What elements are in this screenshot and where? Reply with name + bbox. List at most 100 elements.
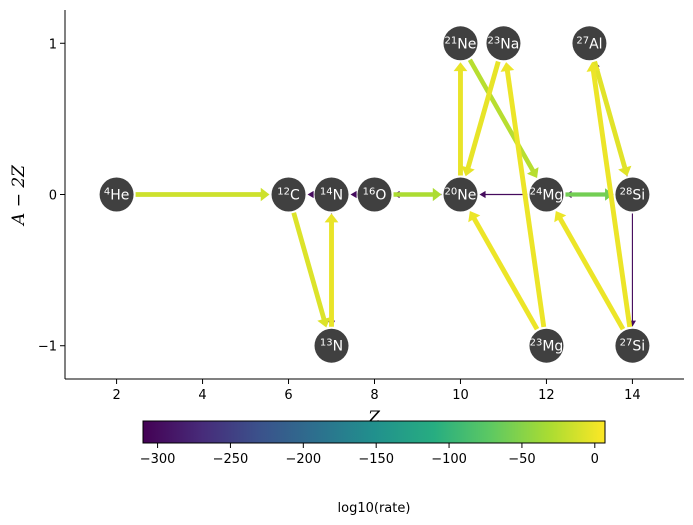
edge-arrowhead bbox=[432, 187, 442, 202]
edge-n14-c12 bbox=[307, 190, 314, 199]
colorbar-tick-label: −300 bbox=[140, 452, 176, 467]
node-symbol: Si bbox=[632, 339, 645, 355]
node-circle bbox=[486, 26, 521, 61]
edge-arrowhead bbox=[500, 62, 515, 72]
y-ticks: −1 0 1 bbox=[38, 37, 65, 355]
edge-line bbox=[557, 216, 626, 331]
edge-mg24-si28 bbox=[565, 188, 614, 201]
edge-arrowhead bbox=[468, 211, 481, 223]
node-label: 23Mg bbox=[530, 338, 564, 355]
edge-line bbox=[467, 58, 536, 174]
node-he4: 4He bbox=[99, 177, 134, 212]
node-si27: 27Si bbox=[615, 328, 650, 363]
node-mg23: 23Mg bbox=[529, 328, 564, 363]
edge-arrowhead bbox=[324, 213, 339, 223]
edge-na23-ne20 bbox=[461, 60, 501, 177]
colorbar-tick-label: −50 bbox=[508, 452, 535, 467]
node-symbol: Na bbox=[500, 36, 519, 52]
node-na23: 23Na bbox=[486, 26, 521, 61]
colorbar: −300 −250 −200 −150 −100 −50 0 log10(rate) bbox=[140, 420, 606, 516]
colorbar-tick-label: −250 bbox=[213, 452, 249, 467]
edges-layer bbox=[135, 58, 637, 331]
edge-c12-n13 bbox=[291, 212, 331, 328]
edge-arrowhead bbox=[260, 187, 270, 202]
node-n13: 13N bbox=[314, 328, 349, 363]
colorbar-gradient bbox=[142, 420, 606, 444]
node-symbol: N bbox=[333, 339, 343, 355]
colorbar-label: log10(rate) bbox=[338, 501, 411, 516]
node-circle bbox=[572, 26, 607, 61]
edge-si27-mg24 bbox=[554, 211, 626, 331]
node-circle bbox=[443, 177, 478, 212]
node-circle bbox=[357, 177, 392, 212]
node-label: 14N bbox=[320, 187, 343, 204]
node-symbol: Ne bbox=[457, 188, 476, 204]
node-si28: 28Si bbox=[615, 177, 650, 212]
node-label: 27Si bbox=[620, 338, 646, 355]
node-symbol: N bbox=[333, 188, 343, 204]
y-axis-label: A − 2Z bbox=[9, 164, 29, 227]
node-circle bbox=[615, 177, 650, 212]
edge-arrowhead bbox=[479, 190, 486, 199]
node-mass: 23 bbox=[530, 338, 543, 349]
node-label: 21Ne bbox=[445, 35, 477, 52]
edge-si27-al27 bbox=[586, 62, 633, 328]
edge-ne21-mg24 bbox=[467, 58, 539, 178]
node-label: 4He bbox=[104, 187, 130, 204]
node-label: 13N bbox=[320, 338, 343, 355]
node-symbol: Ne bbox=[457, 36, 476, 52]
colorbar-ticks: −300 −250 −200 −150 −100 −50 0 bbox=[140, 443, 599, 467]
edge-arrowhead bbox=[526, 167, 539, 178]
edge-arrowhead bbox=[586, 62, 601, 72]
node-mass: 27 bbox=[576, 35, 589, 46]
colorbar-tick-label: 0 bbox=[591, 452, 599, 467]
node-symbol: He bbox=[110, 188, 129, 204]
edge-line bbox=[590, 68, 633, 328]
node-circle bbox=[443, 26, 478, 61]
node-label: 27Al bbox=[576, 35, 602, 52]
node-ne20: 20Ne bbox=[443, 177, 478, 212]
node-label: 16O bbox=[363, 187, 387, 204]
node-circle bbox=[529, 328, 564, 363]
edge-line bbox=[291, 212, 327, 322]
edge-arrowhead bbox=[618, 165, 632, 177]
edge-mg23-ne20 bbox=[468, 211, 540, 331]
node-label: 24Mg bbox=[530, 187, 564, 204]
node-label: 28Si bbox=[620, 187, 646, 204]
edge-ne20-ne21 bbox=[453, 62, 468, 176]
y-tick-label: −1 bbox=[38, 340, 57, 355]
node-circle bbox=[314, 328, 349, 363]
node-mass: 24 bbox=[530, 187, 543, 198]
edge-arrowhead bbox=[554, 211, 567, 223]
node-n14: 14N bbox=[314, 177, 349, 212]
y-tick-label: 1 bbox=[49, 37, 57, 52]
edge-he4-c12 bbox=[135, 187, 270, 202]
edge-o16-n14 bbox=[350, 190, 357, 199]
colorbar-tick-label: −200 bbox=[285, 452, 321, 467]
node-symbol: Mg bbox=[542, 188, 563, 204]
edge-arrowhead bbox=[317, 317, 331, 328]
node-symbol: C bbox=[290, 188, 300, 204]
edge-o16-ne20 bbox=[393, 187, 442, 202]
edge-line bbox=[504, 68, 547, 328]
node-circle bbox=[529, 177, 564, 212]
node-circle bbox=[615, 328, 650, 363]
axes: 2 4 6 8 10 12 14 −101 Z A − 2Z bbox=[9, 10, 684, 428]
colorbar-tick-label: −100 bbox=[431, 452, 467, 467]
x-tick-label: 2 bbox=[112, 388, 120, 403]
node-symbol: O bbox=[375, 188, 386, 204]
edge-line bbox=[465, 60, 501, 171]
node-ne21: 21Ne bbox=[443, 26, 478, 61]
colorbar-tick-label: −150 bbox=[358, 452, 394, 467]
node-symbol: Mg bbox=[542, 339, 563, 355]
node-mass: 21 bbox=[445, 35, 458, 46]
node-circle bbox=[99, 177, 134, 212]
edge-n13-n14 bbox=[324, 213, 339, 327]
node-c12: 12C bbox=[271, 177, 306, 212]
x-tick-label: 14 bbox=[624, 388, 641, 403]
edge-line bbox=[592, 60, 628, 171]
node-mass: 20 bbox=[445, 187, 458, 198]
